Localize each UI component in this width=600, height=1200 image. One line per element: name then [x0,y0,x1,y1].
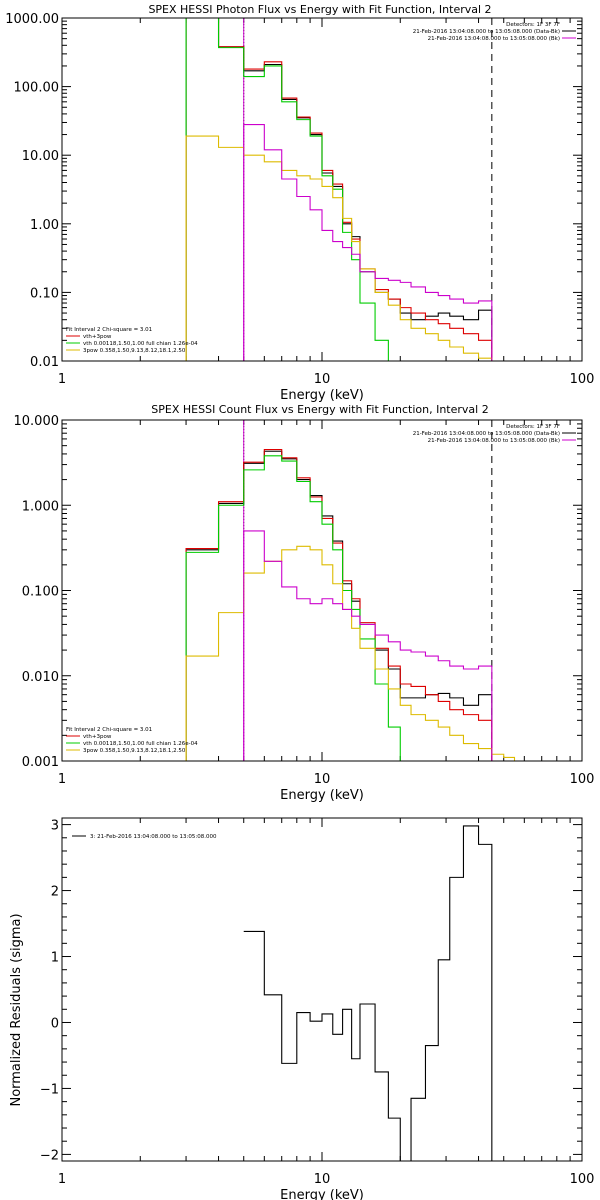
x-tick-label: 10 [314,1172,331,1187]
y-tick-label: 0.01 [30,355,59,370]
x-tick-label: 1 [58,372,66,387]
y-tick-label: 0.001 [22,755,59,770]
y-tick-label: 2 [51,885,59,900]
y-tick-label: 1.000 [22,499,59,514]
legend-entry: Fit Interval 2 Chi-square = 3.01 [66,327,152,333]
legend-entry: 21-Feb-2016 13:04:08.000 to 13:05:08.000… [428,438,560,444]
plot-frame [61,817,583,1162]
series-line [185,545,525,761]
legend-entry: 21-Feb-2016 13:04:08.000 to 13:05:08.000… [413,29,560,35]
axis-ticks [61,419,582,762]
x-tick-label: 100 [570,1172,595,1187]
series-line [185,18,493,361]
legend-entry: Fit Interval 2 Chi-square = 3.01 [66,727,152,733]
y-tick-label: 100.00 [14,81,60,96]
y-tick-label: 10.00 [22,149,59,164]
x-tick-label: 1 [58,772,66,787]
series-line [185,450,493,761]
y-tick-label: 0 [51,1016,59,1031]
y-tick-label: 0.010 [22,670,59,685]
legend-entry: vth 0.00118,1.50,1.00 full chian 1.26e-0… [83,741,198,747]
count-flux-chart: SPEX HESSI Count Flux vs Energy with Fit… [14,403,595,803]
legend-entry: 3pow 0.358,1.50,9.13,8.12,18.1,2.50 [83,748,186,754]
y-tick-label: 0.100 [22,585,59,600]
y-tick-label: 10.000 [14,414,60,429]
series-line [185,530,493,761]
residuals-chart: Normalized Residuals (sigma) 1 10 100 −2 −1 0… [9,817,595,1200]
x-tick-label: 10 [314,772,331,787]
series-line [185,123,493,361]
x-tick-label: 100 [570,372,595,387]
legend-entry: 3: 21-Feb-2016 13:04:08.000 to 13:05:08.… [90,834,217,840]
x-tick-label: 100 [570,772,595,787]
legend-entry: 21-Feb-2016 13:04:08.000 to 13:05:08.000… [428,36,560,42]
legend-entry: vth 0.00118,1.50,1.00 full chian 1.26e-0… [83,341,198,347]
plot-frame [61,419,583,762]
series-line [185,18,493,361]
axis-ticks [61,17,582,362]
y-tick-label: −2 [40,1148,59,1163]
y-tick-label: −1 [40,1082,59,1097]
x-tick-label: 10 [314,372,331,387]
photon-flux-chart: SPEX HESSI Photon Flux vs Energy with Fi… [5,3,594,403]
legend-entry: Detectors: 1F 3F 7F [506,22,560,28]
series-line [185,449,493,761]
legend-entry: 3pow 0.358,1.50,9.13,8.12,18.1,2.50 [83,348,186,354]
x-axis-label: Energy (keV) [280,388,364,403]
legend-entry: 21-Feb-2016 13:04:08.000 to 13:05:08.000… [413,431,560,437]
y-tick-label: 3 [51,819,59,834]
y-tick-label: 1000.00 [5,12,59,27]
y-axis-label: Normalized Residuals (sigma) [9,913,24,1106]
legend-entry: vth+3pow [83,734,112,740]
series-line [243,825,493,1161]
series-line [185,455,493,761]
series-line [185,18,493,361]
x-tick-label: 1 [58,1172,66,1187]
plot-frame [61,17,583,362]
chart-title: SPEX HESSI Photon Flux vs Energy with Fi… [148,3,491,16]
y-tick-label: 1.00 [30,218,59,233]
y-tick-label: 1 [51,951,59,966]
chart-title: SPEX HESSI Count Flux vs Energy with Fit… [151,403,488,416]
x-axis-label: Energy (keV) [280,788,364,803]
series-line [185,135,493,361]
axis-ticks [61,818,582,1161]
y-tick-label: 0.10 [30,286,59,301]
legend-entry: vth+3pow [83,334,112,340]
x-axis-label: Energy (keV) [280,1188,364,1200]
legend-entry: Detectors: 1F 3F 7F [506,424,560,430]
